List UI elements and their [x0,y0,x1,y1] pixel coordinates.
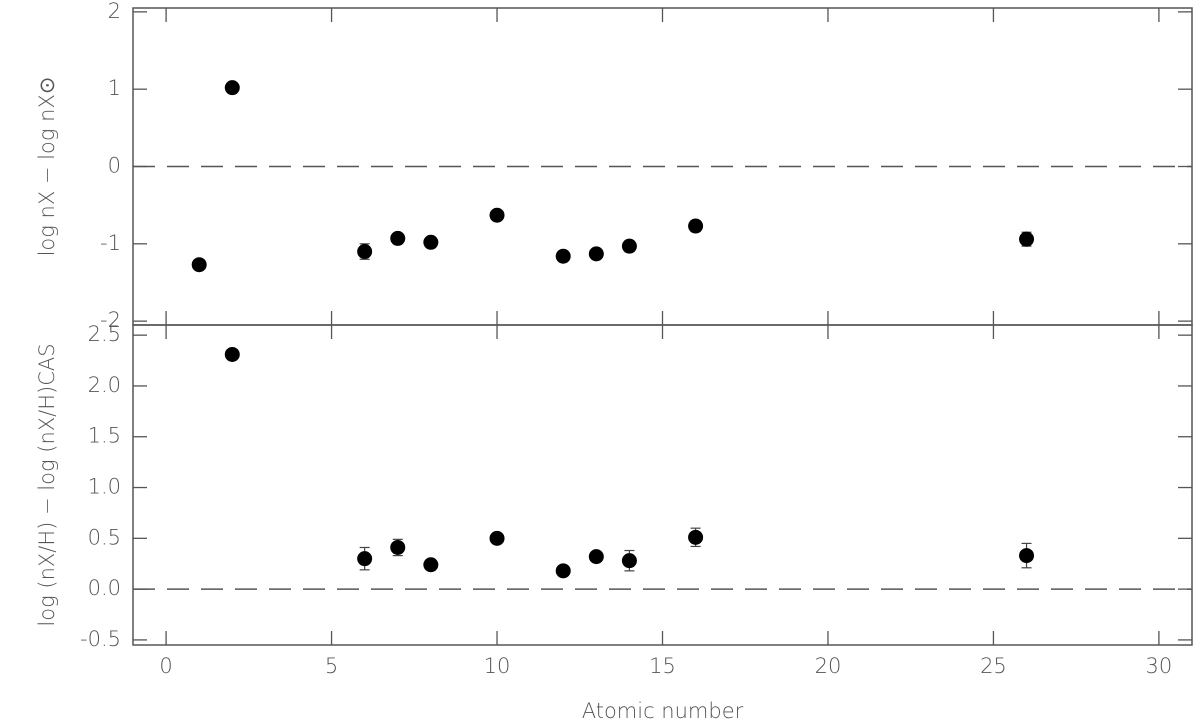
point [224,346,240,362]
x-tick-label: 5 [325,654,338,678]
y-tick-label: 0 [108,154,121,178]
point [357,244,373,260]
y-tick-label: -0.5 [80,627,121,651]
point [621,238,637,254]
point [423,557,439,573]
y-tick-label: -1 [100,231,121,255]
point [588,246,604,262]
point [489,530,505,546]
x-axis-label: Atomic number [582,699,744,723]
point [588,549,604,565]
point [224,80,240,96]
point [1019,231,1035,247]
point [621,553,637,569]
y-tick-label: 2 [108,0,121,23]
point [390,539,406,555]
y-tick-label: 0.5 [88,525,121,549]
point [357,551,373,567]
point [1019,548,1035,564]
y-tick-label: 0.0 [88,576,121,600]
x-tick-label: 15 [649,654,676,678]
x-tick-label: 10 [484,654,511,678]
x-tick-label: 0 [159,654,172,678]
y-tick-label: 1.0 [88,475,121,499]
y-tick-label: 2.0 [88,373,121,397]
point [688,529,704,545]
point [423,234,439,250]
y-axis-label: log (nX/H) − log (nX/H)CAS [35,343,59,626]
x-tick-label: 20 [815,654,842,678]
point [688,218,704,234]
point [555,563,571,579]
y-axis-label: log nX − log nX⊙ [35,77,59,257]
y-tick-label: 1.5 [88,424,121,448]
point [191,257,207,273]
y-tick-label: -2 [100,308,121,332]
point [555,248,571,264]
x-tick-label: 30 [1146,654,1173,678]
y-tick-label: 1 [108,76,121,100]
y-tick-label: 2.5 [88,322,121,346]
plot-frame [132,324,1193,646]
point [489,207,505,223]
point [390,230,406,246]
x-tick-label: 25 [980,654,1007,678]
